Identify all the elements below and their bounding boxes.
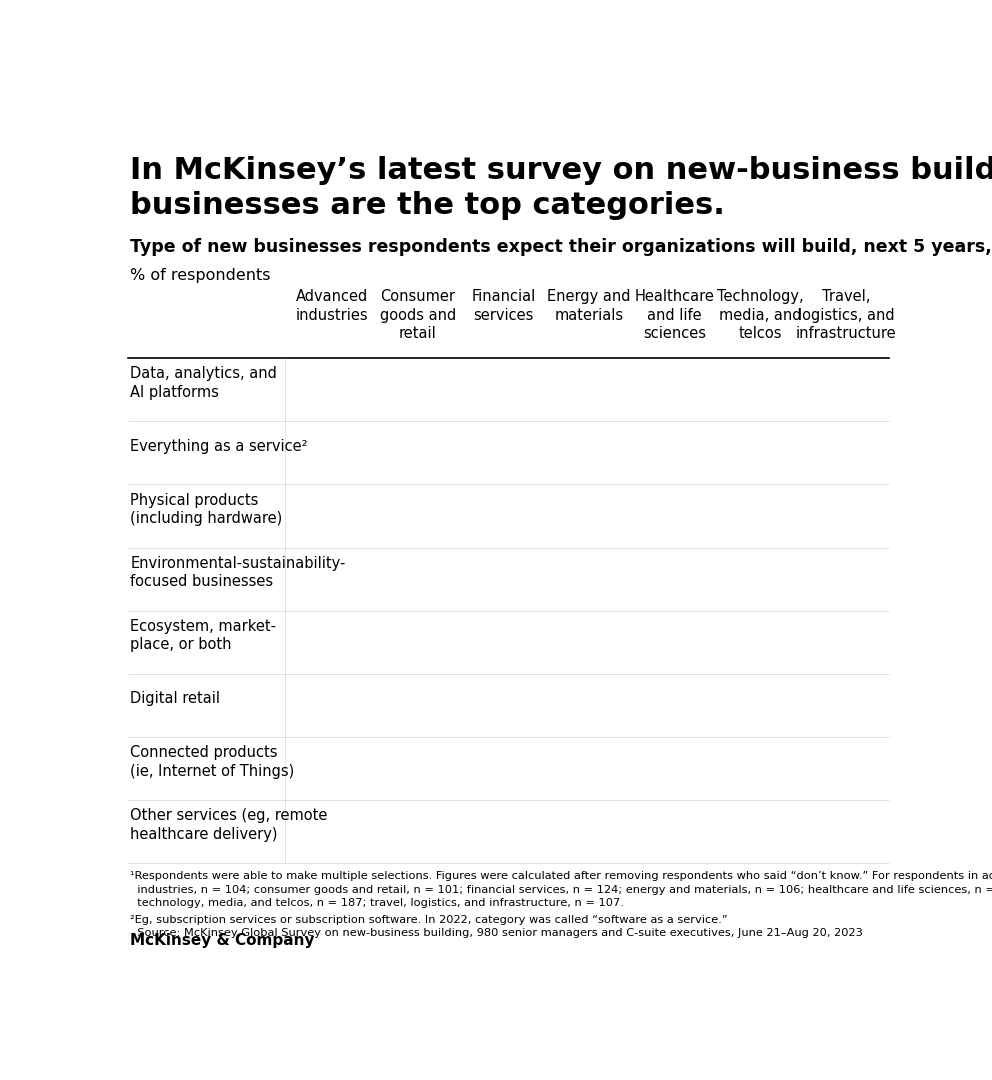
Text: Ecosystem, market-
place, or both: Ecosystem, market- place, or both <box>130 619 276 652</box>
Text: ²Eg, subscription services or subscription software. In 2022, category was calle: ²Eg, subscription services or subscripti… <box>130 915 863 937</box>
Text: Data, analytics, and
AI platforms: Data, analytics, and AI platforms <box>130 366 277 400</box>
Text: In McKinsey’s latest survey on new-business building, data, analytics, and AI
bu: In McKinsey’s latest survey on new-busin… <box>130 157 992 220</box>
Text: Healthcare
and life
sciences: Healthcare and life sciences <box>635 289 714 341</box>
Text: McKinsey & Company: McKinsey & Company <box>130 933 314 948</box>
Text: Other services (eg, remote
healthcare delivery): Other services (eg, remote healthcare de… <box>130 808 327 841</box>
Text: Physical products
(including hardware): Physical products (including hardware) <box>130 492 283 526</box>
Text: Connected products
(ie, Internet of Things): Connected products (ie, Internet of Thin… <box>130 745 295 779</box>
Text: Advanced
industries: Advanced industries <box>296 289 368 323</box>
Text: % of respondents: % of respondents <box>130 268 271 283</box>
Text: Travel,
logistics, and
infrastructure: Travel, logistics, and infrastructure <box>796 289 897 341</box>
Text: Consumer
goods and
retail: Consumer goods and retail <box>380 289 456 341</box>
Text: Type of new businesses respondents expect their organizations will build, next 5: Type of new businesses respondents expec… <box>130 238 992 256</box>
Text: Technology,
media, and
telcos: Technology, media, and telcos <box>717 289 804 341</box>
Text: Environmental-sustainability-
focused businesses: Environmental-sustainability- focused bu… <box>130 556 345 590</box>
Text: Digital retail: Digital retail <box>130 691 220 706</box>
Text: Financial
services: Financial services <box>471 289 536 323</box>
Text: Everything as a service²: Everything as a service² <box>130 438 308 454</box>
Text: ¹Respondents were able to make multiple selections. Figures were calculated afte: ¹Respondents were able to make multiple … <box>130 872 992 908</box>
Text: Energy and
materials: Energy and materials <box>548 289 631 323</box>
